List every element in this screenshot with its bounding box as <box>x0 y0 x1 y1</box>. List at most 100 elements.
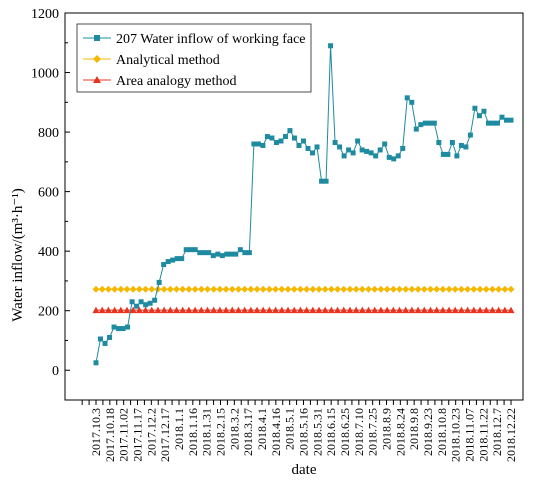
data-point-diamond <box>179 285 187 293</box>
data-point-triangle <box>222 306 230 314</box>
data-point-triangle <box>265 306 273 314</box>
data-point <box>310 150 316 156</box>
x-tick-label: 2017.11.17 <box>131 408 145 462</box>
x-tick-label: 2017.10.3 <box>89 408 103 456</box>
data-point <box>282 134 288 140</box>
data-point <box>143 302 149 308</box>
data-point-diamond <box>216 285 224 293</box>
data-point-diamond <box>377 285 385 293</box>
data-point-triangle <box>241 306 249 314</box>
data-point-diamond <box>154 285 162 293</box>
data-point <box>485 120 491 126</box>
data-point <box>215 251 221 257</box>
data-point-triangle <box>228 306 236 314</box>
x-tick-label: 2017.12.2 <box>144 408 158 456</box>
data-point-triangle <box>315 306 323 314</box>
data-point-diamond <box>278 285 286 293</box>
data-point <box>188 247 194 253</box>
data-point <box>296 142 302 148</box>
data-point <box>224 251 230 257</box>
x-tick-label: 2018.3.2 <box>227 408 241 450</box>
data-point-diamond <box>426 285 434 293</box>
x-tick-label: 2018.9.23 <box>421 408 435 456</box>
data-point-diamond <box>315 285 323 293</box>
data-point <box>206 250 212 256</box>
data-point <box>418 122 424 128</box>
data-point-triangle <box>123 306 131 314</box>
data-point-triangle <box>290 306 298 314</box>
data-point-triangle <box>433 306 441 314</box>
data-point <box>147 300 153 306</box>
data-point-triangle <box>284 306 292 314</box>
data-point <box>152 297 158 303</box>
data-point-triangle <box>197 306 205 314</box>
x-tick-label: 2018.2.15 <box>214 408 228 456</box>
data-point <box>125 324 131 330</box>
legend-item-analytical: Analytical method <box>83 53 220 68</box>
data-point <box>355 138 361 144</box>
data-point-diamond <box>371 285 379 293</box>
data-point-diamond <box>389 285 397 293</box>
data-point-diamond <box>352 285 360 293</box>
data-point-diamond <box>408 285 416 293</box>
data-point-diamond <box>259 285 267 293</box>
data-point-triangle <box>203 306 211 314</box>
data-point-diamond <box>222 285 230 293</box>
plot-frame <box>64 12 524 401</box>
data-point-triangle <box>470 306 478 314</box>
y-axis: 0 200 400 600 800 1000 1200 <box>31 7 70 401</box>
data-point-triangle <box>377 306 385 314</box>
data-point <box>341 153 347 159</box>
data-point-triangle <box>92 306 100 314</box>
data-point <box>219 253 225 259</box>
data-point-diamond <box>433 285 441 293</box>
data-point <box>246 250 252 256</box>
data-point-triangle <box>111 306 119 314</box>
data-point-triangle <box>408 306 416 314</box>
data-point <box>251 141 257 147</box>
y-tick-label: 1000 <box>31 67 59 82</box>
data-point-triangle <box>272 306 280 314</box>
data-point <box>323 178 329 184</box>
data-point <box>161 262 167 268</box>
data-point <box>291 135 297 141</box>
data-point <box>183 247 189 253</box>
data-point <box>233 251 239 257</box>
data-point-triangle <box>327 306 335 314</box>
data-point-diamond <box>495 285 503 293</box>
legend-label-area-analogy: Area analogy method <box>116 74 237 89</box>
data-point-triangle <box>166 306 174 314</box>
data-point-diamond <box>142 285 150 293</box>
data-point <box>503 117 509 123</box>
data-point-diamond <box>197 285 205 293</box>
data-point-diamond <box>265 285 273 293</box>
data-point <box>359 147 365 153</box>
data-point-triangle <box>420 306 428 314</box>
data-point-diamond <box>247 285 255 293</box>
data-point <box>165 259 171 265</box>
x-tick-label: 2018.4.1 <box>255 408 269 450</box>
data-point-triangle <box>309 306 317 314</box>
data-point-diamond <box>92 285 100 293</box>
data-point <box>373 153 379 159</box>
data-point-diamond <box>117 285 125 293</box>
data-point <box>467 132 473 138</box>
y-tick-label: 400 <box>38 245 59 260</box>
legend-box <box>76 23 312 93</box>
data-point-triangle <box>296 306 304 314</box>
data-point <box>463 144 469 150</box>
data-point <box>179 256 185 262</box>
data-point <box>436 139 442 145</box>
data-point-triangle <box>321 306 329 314</box>
inflow-series-group <box>93 43 514 366</box>
data-point-diamond <box>501 285 509 293</box>
data-point <box>237 247 243 253</box>
data-point <box>120 326 126 332</box>
data-point-diamond <box>228 285 236 293</box>
data-point-triangle <box>135 306 143 314</box>
x-axis: 2017.10.3 2017.10.18 2017.11.02 2017.11.17 2… <box>81 400 518 462</box>
data-point-diamond <box>111 285 119 293</box>
data-point-diamond <box>129 285 137 293</box>
data-point-diamond <box>346 285 354 293</box>
